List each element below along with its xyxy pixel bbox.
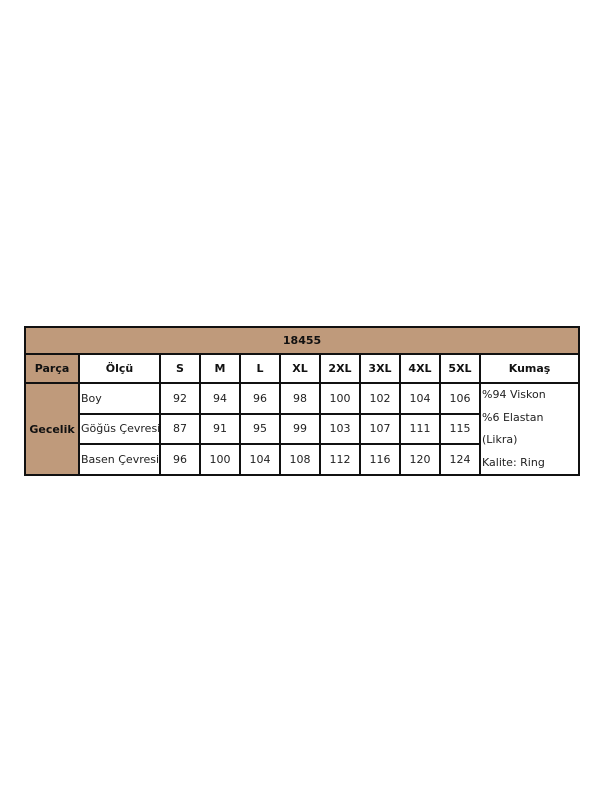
- header-m: M: [199, 353, 241, 384]
- cell: 92: [159, 382, 201, 415]
- header-xl: XL: [279, 353, 321, 384]
- cell: 108: [279, 443, 321, 476]
- cell: 102: [359, 382, 401, 415]
- fabric-line: (Likra): [482, 433, 518, 446]
- header-2xl: 2XL: [319, 353, 361, 384]
- cell: 111: [399, 412, 441, 446]
- header-4xl: 4XL: [399, 353, 441, 384]
- header-parca: Parça: [24, 353, 80, 384]
- cell: 87: [159, 412, 201, 446]
- table-row: Göğüs Çevresi 87 91 95 99 103 107 111 11…: [25, 412, 579, 446]
- cell: 100: [319, 382, 361, 415]
- header-row: Parça Ölçü S M L XL 2XL 3XL 4XL 5XL Kuma…: [24, 353, 581, 384]
- cell: 104: [239, 443, 281, 476]
- cell: 98: [279, 382, 321, 415]
- cell: 99: [279, 412, 321, 446]
- row-label: Göğüs Çevresi: [78, 412, 161, 446]
- header-s: S: [159, 353, 201, 384]
- cell: 95: [239, 412, 281, 446]
- row-label: Boy: [78, 382, 161, 415]
- cell: 91: [199, 412, 241, 446]
- cell: 103: [319, 412, 361, 446]
- fabric-line: %6 Elastan: [482, 410, 544, 424]
- cell: 106: [439, 382, 481, 415]
- cell: 112: [319, 443, 361, 476]
- table-row: Basen Çevresi 96 100 104 108 112 116 120…: [25, 443, 579, 476]
- cell: 116: [359, 443, 401, 476]
- fabric-line: Kalite: Ring: [482, 455, 545, 469]
- header-kumas: Kumaş: [478, 353, 581, 384]
- table-row: Gecelik Boy 92 94 96 98 100 102 104 106 …: [24, 382, 581, 476]
- product-cell: Gecelik: [24, 382, 80, 476]
- table-title: 18455: [23, 326, 581, 355]
- header-3xl: 3XL: [359, 353, 401, 384]
- cell: 96: [159, 443, 201, 476]
- fabric-line: %94 Viskon: [482, 388, 546, 401]
- row-label: Basen Çevresi: [78, 443, 161, 476]
- cell: 94: [199, 382, 241, 415]
- cell: 107: [359, 412, 401, 446]
- cell: 124: [439, 443, 481, 476]
- cell: 120: [399, 443, 441, 476]
- header-l: L: [239, 353, 281, 384]
- fabric-cell: %94 Viskon %6 Elastan (Likra) Kalite: Ri…: [478, 382, 581, 476]
- header-5xl: 5XL: [439, 353, 481, 384]
- cell: 104: [399, 382, 441, 415]
- size-chart-table: 18455 Parça Ölçü S M L XL 2XL 3XL 4XL 5X…: [23, 326, 581, 476]
- cell: 96: [239, 382, 281, 415]
- cell: 100: [199, 443, 241, 476]
- cell: 115: [439, 412, 481, 446]
- header-olcu: Ölçü: [78, 353, 161, 384]
